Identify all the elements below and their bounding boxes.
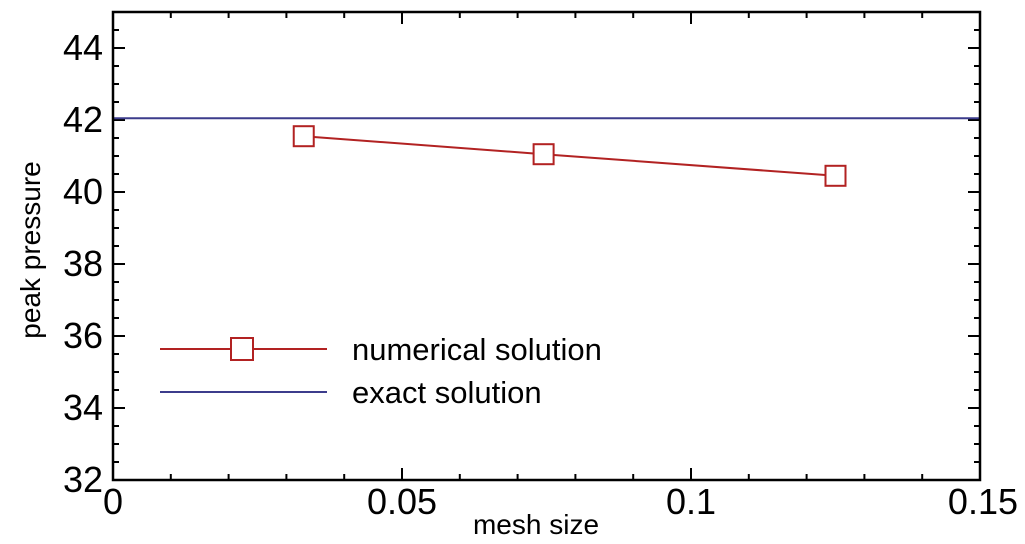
- legend-numerical-marker: [230, 337, 254, 361]
- x-tick-label: 0.1: [666, 481, 716, 522]
- legend: numerical solution exact solution: [160, 332, 602, 410]
- series-layer: [113, 117, 980, 187]
- y-tick-label: 34: [63, 387, 103, 428]
- plot-area-frame: [111, 10, 982, 482]
- y-tick-label: 40: [63, 171, 103, 212]
- y-tick-label: 32: [63, 459, 103, 500]
- legend-label-exact: exact solution: [352, 375, 542, 410]
- data-point-marker: [824, 164, 847, 187]
- data-point-marker: [292, 125, 315, 148]
- y-tick-label: 38: [63, 243, 103, 284]
- x-tick-label: 0.15: [948, 481, 1018, 522]
- x-axis-ticks: 0 0.05 0.1 0.15: [103, 12, 1018, 522]
- y-tick-label: 42: [63, 99, 103, 140]
- data-point-marker: [532, 143, 555, 166]
- x-tick-label: 0.05: [367, 481, 437, 522]
- y-tick-label: 36: [63, 315, 103, 356]
- x-axis-title: mesh size: [473, 509, 599, 540]
- legend-label-numerical: numerical solution: [352, 332, 602, 367]
- y-axis-title: peak pressure: [15, 161, 46, 338]
- series-line-numerical-solution: [303, 135, 836, 177]
- y-tick-label: 44: [63, 27, 103, 68]
- y-axis-ticks: 32 34 36 38 40 42 44: [63, 11, 980, 500]
- x-tick-label: 0: [103, 481, 123, 522]
